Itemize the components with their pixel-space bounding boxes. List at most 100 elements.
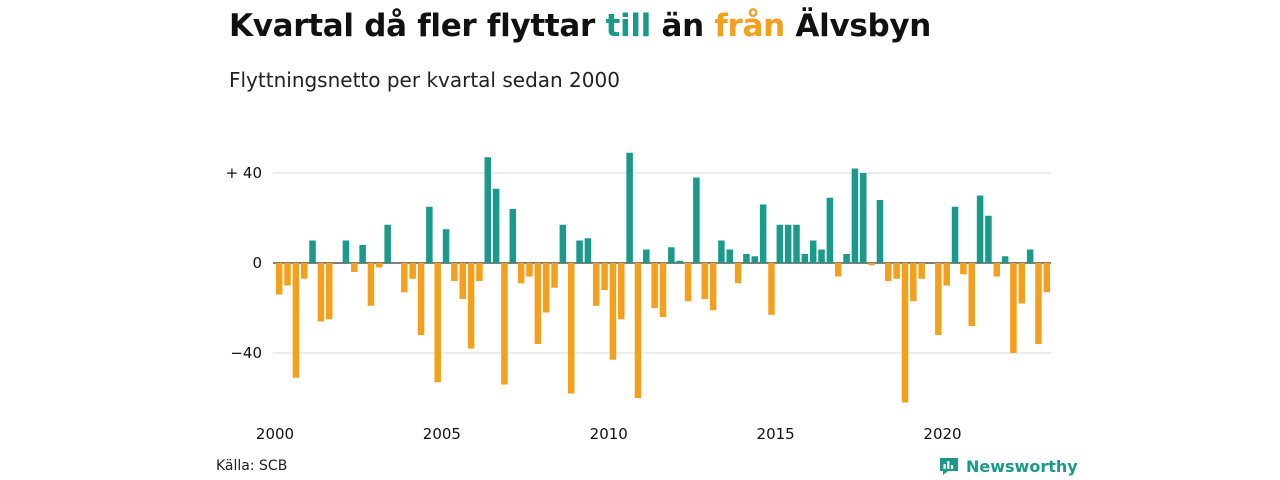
bar-negative: [401, 263, 408, 293]
y-tick-label: + 40: [226, 164, 262, 182]
y-tick-label: 0: [252, 254, 262, 272]
bar-positive: [442, 229, 450, 263]
bar-chart: + 40 0 −40 2000 2005 2010 2015 2020: [226, 152, 1051, 443]
bar-positive: [509, 209, 517, 263]
bar-negative: [651, 263, 658, 308]
bar-positive: [309, 240, 316, 263]
bar-positive: [776, 224, 784, 263]
bar-negative: [592, 263, 600, 306]
bar-negative: [659, 263, 667, 317]
bar-negative: [935, 263, 942, 335]
bar-positive: [559, 224, 567, 263]
bar-negative: [601, 263, 608, 290]
bar-negative: [534, 263, 542, 344]
bar-positive: [426, 206, 433, 263]
bar-negative: [1018, 263, 1026, 304]
bar-negative: [709, 263, 717, 311]
bar-negative: [451, 263, 458, 281]
bar-negative: [885, 263, 892, 281]
bar-positive: [384, 224, 391, 263]
bar-negative: [618, 263, 625, 320]
chart-title: Kvartal då fler flyttar till än från Älv…: [229, 8, 931, 44]
bar-positive: [743, 254, 750, 263]
bar-positive: [342, 240, 350, 263]
bar-negative: [476, 263, 483, 281]
bar-negative: [292, 263, 300, 378]
bar-negative: [376, 263, 383, 268]
bar-negative: [943, 263, 950, 286]
bar-positive: [643, 249, 650, 263]
title-highlight-fran: från: [714, 8, 785, 44]
bar-positive: [668, 247, 675, 263]
bar-negative: [526, 263, 533, 277]
bar-negative: [517, 263, 525, 284]
bar-negative: [868, 263, 875, 266]
bar-positive: [626, 152, 633, 263]
bar-negative: [459, 263, 466, 299]
bar-negative: [918, 263, 925, 279]
bar-positive: [801, 254, 809, 263]
bar-positive: [876, 200, 884, 263]
bar-positive: [576, 240, 583, 263]
bar-negative: [968, 263, 975, 326]
bar-positive: [584, 238, 592, 263]
bar-positive: [826, 197, 834, 263]
bar-positive: [718, 240, 725, 263]
bar-negative: [367, 263, 375, 306]
bar-negative: [300, 263, 308, 279]
bar-negative: [409, 263, 416, 279]
axes: + 40 0 −40 2000 2005 2010 2015 2020: [226, 164, 962, 443]
bar-negative: [351, 263, 358, 272]
bar-negative: [910, 263, 917, 302]
bar-negative: [1010, 263, 1017, 353]
y-tick-label: −40: [230, 344, 262, 362]
source-note: Källa: SCB: [216, 458, 288, 474]
newsworthy-logo-icon: [940, 458, 958, 475]
bar-positive: [751, 256, 759, 263]
bar-positive: [726, 249, 734, 263]
title-highlight-till: till: [605, 8, 651, 44]
bar-positive: [793, 224, 800, 263]
bar-positive: [976, 195, 984, 263]
bar-positive: [1026, 249, 1034, 263]
bar-negative: [893, 263, 900, 279]
chart-subtitle: Flyttningsnetto per kvartal sedan 2000: [229, 68, 620, 92]
x-tick-label: 2010: [590, 425, 628, 443]
bar-positive: [693, 177, 700, 263]
bar-negative: [275, 263, 283, 295]
x-tick-label: 2005: [423, 425, 461, 443]
x-tick-label: 2020: [923, 425, 961, 443]
bar-positive: [492, 188, 500, 263]
bar-negative: [1035, 263, 1042, 344]
bar-negative: [434, 263, 441, 383]
bar-negative: [993, 263, 1001, 277]
x-tick-label: 2000: [256, 425, 294, 443]
bars: [275, 152, 1051, 403]
bar-negative: [501, 263, 508, 385]
x-tick-label: 2015: [757, 425, 795, 443]
bar-positive: [860, 173, 867, 263]
bar-negative: [317, 263, 325, 322]
bar-negative: [701, 263, 708, 299]
bar-negative: [684, 263, 692, 302]
bar-negative: [542, 263, 550, 313]
brand-logo: Newsworthy: [938, 455, 1078, 477]
bar-positive: [484, 157, 492, 263]
bar-negative: [325, 263, 333, 320]
bar-positive: [809, 240, 817, 263]
bar-negative: [1043, 263, 1051, 293]
bar-positive: [784, 224, 792, 263]
bar-positive: [843, 254, 850, 263]
bar-negative: [960, 263, 967, 275]
bar-negative: [901, 263, 909, 403]
bar-negative: [284, 263, 291, 286]
bar-positive: [676, 260, 683, 263]
bar-negative: [567, 263, 575, 394]
bar-positive: [818, 249, 825, 263]
bar-positive: [759, 204, 767, 263]
bar-negative: [609, 263, 617, 360]
bar-positive: [1001, 256, 1009, 263]
bar-negative: [417, 263, 425, 335]
bar-negative: [467, 263, 475, 349]
bar-positive: [985, 215, 992, 263]
